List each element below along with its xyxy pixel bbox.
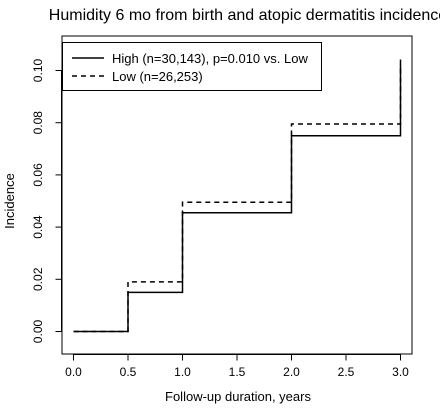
- legend-entry: Low (n=26,253): [112, 69, 203, 84]
- series-group: [73, 58, 402, 333]
- y-axis: 0.00 0.02 0.04 0.06 0.08 0.10: [31, 58, 62, 343]
- y-tick-label: 0.06: [31, 163, 45, 187]
- series-line-low: [73, 58, 402, 333]
- x-tick-label: 2.5: [338, 365, 355, 379]
- legend: High (n=30,143), p=0.010 vs. Low Low (n=2…: [62, 42, 322, 91]
- x-axis-label: Follow-up duration, years: [165, 389, 311, 404]
- series-line-high: [73, 63, 402, 333]
- x-tick-label: 0.0: [65, 365, 82, 379]
- x-tick-label: 1.5: [229, 365, 246, 379]
- x-tick-label: 1.0: [174, 365, 191, 379]
- y-tick-label: 0.08: [31, 111, 45, 135]
- y-tick-label: 0.04: [31, 215, 45, 239]
- legend-entry: High (n=30,143), p=0.010 vs. Low: [112, 51, 308, 66]
- chart-title: Humidity 6 mo from birth and atopic derm…: [49, 7, 440, 24]
- x-tick-label: 3.0: [392, 365, 409, 379]
- x-tick-label: 2.0: [283, 365, 300, 379]
- x-tick-label: 0.5: [120, 365, 137, 379]
- y-tick-label: 0.02: [31, 267, 45, 291]
- legend-box: [62, 42, 322, 91]
- y-axis-label: Incidence: [2, 173, 17, 229]
- y-tick-label: 0.00: [31, 319, 45, 343]
- y-tick-label: 0.10: [31, 58, 45, 82]
- x-axis: 0.0 0.5 1.0 1.5 2.0 2.5 3.0: [65, 354, 409, 379]
